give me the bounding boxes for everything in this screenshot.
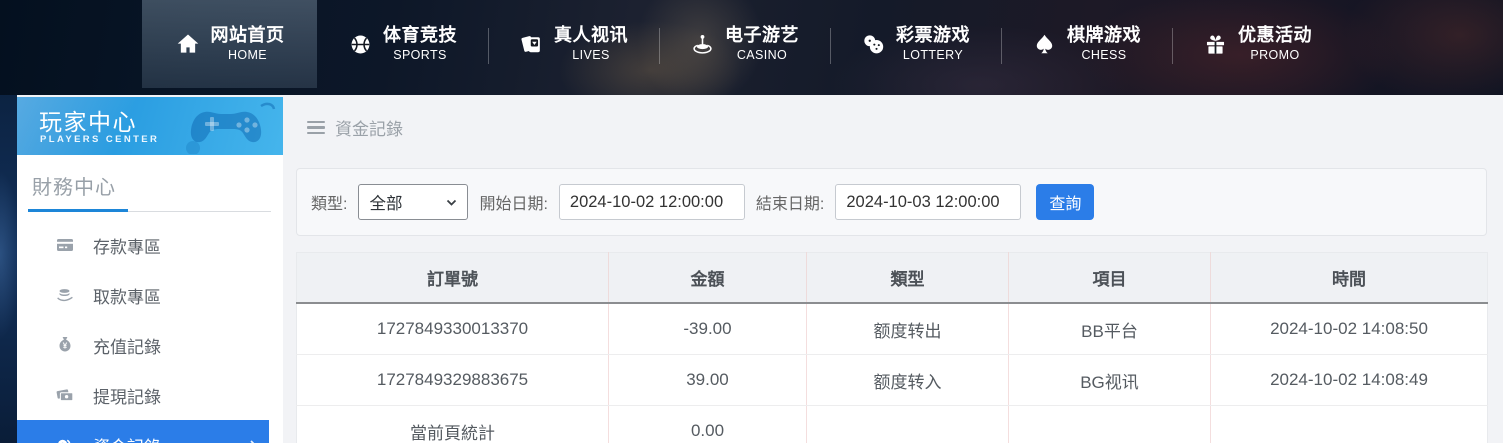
- lottery-balls-icon: [861, 32, 886, 57]
- gift-icon: [1203, 32, 1228, 57]
- type-select[interactable]: 全部: [358, 184, 469, 220]
- sidebar-section-title: 財務中心: [32, 177, 116, 199]
- start-date-label: 開始日期:: [479, 196, 548, 213]
- table-cell: [1210, 405, 1488, 443]
- end-date-input[interactable]: [835, 184, 1022, 220]
- table-cell: 39.00: [608, 354, 807, 406]
- table-cell: 2024-10-02 14:08:49: [1210, 354, 1488, 406]
- sidebar-subtitle: PLAYERS CENTER: [40, 134, 160, 145]
- sidebar-item-label: 提現記錄: [93, 387, 161, 407]
- nav-item-subtitle: LOTTERY: [902, 47, 964, 62]
- search-button[interactable]: 查詢: [1036, 184, 1095, 220]
- nav-item-title: 优惠活动: [1238, 25, 1312, 46]
- sidebar-item-recharge-record[interactable]: ¥ 充值記錄: [17, 320, 283, 370]
- records-table: 訂單號 金額 類型 項目 時間 1727849330013370 -39.00 额度转出 BB…: [296, 252, 1488, 443]
- nav-item-lives[interactable]: 真人视讯 LIVES: [488, 0, 659, 88]
- column-header: 類型: [806, 252, 1009, 304]
- chevron-right-icon: [250, 440, 255, 443]
- wallet-icon: [55, 385, 75, 405]
- breadcrumb-bar: 資金記錄: [307, 115, 403, 140]
- moneybag-icon: ¥: [55, 335, 75, 355]
- table-row: 1727849330013370 -39.00 额度转出 BB平台 2024-10-02…: [296, 303, 1488, 355]
- spade-icon: [1032, 32, 1057, 57]
- left-background: [0, 95, 17, 443]
- type-label: 類型:: [311, 196, 348, 213]
- svg-text:¥: ¥: [63, 342, 68, 351]
- top-nav: 网站首页 HOME 体育竞技 SPORTS 真人视讯 LIVES 电子游艺 CA…: [0, 0, 1503, 95]
- column-header: 項目: [1008, 252, 1211, 304]
- column-header: 金額: [608, 252, 807, 304]
- roulette-icon: [690, 32, 715, 57]
- nav-item-subtitle: SPORTS: [393, 47, 447, 62]
- nav-item-subtitle: HOME: [227, 47, 268, 62]
- home-icon: [175, 31, 201, 57]
- nav-item-title: 网站首页: [210, 25, 285, 46]
- table-cell: 额度转出: [806, 303, 1009, 355]
- nav-item-title: 真人视讯: [554, 25, 628, 46]
- nav-item-casino[interactable]: 电子游艺 CASINO: [659, 0, 830, 88]
- nav-item-title: 棋牌游戏: [1067, 25, 1141, 46]
- sidebar-item-withdraw-record[interactable]: 提現記錄: [17, 370, 283, 420]
- cards-icon: [519, 32, 544, 57]
- sidebar-item-label: 取款專區: [93, 287, 161, 307]
- column-header: 訂單號: [296, 252, 609, 304]
- table-cell: 2024-10-02 14:08:50: [1210, 303, 1488, 355]
- top-nav-items: 网站首页 HOME 体育竞技 SPORTS 真人视讯 LIVES 电子游艺 CA…: [142, 0, 1343, 95]
- type-select-value: 全部: [369, 195, 403, 213]
- sidebar-header: 玩家中心 PLAYERS CENTER: [17, 97, 283, 155]
- section-underline: [28, 208, 271, 212]
- end-date-label: 結束日期:: [755, 196, 825, 213]
- nav-item-subtitle: PROMO: [1250, 47, 1300, 62]
- sidebar-item-withdraw-zone[interactable]: 取款專區: [17, 270, 283, 320]
- breadcrumb: 資金記錄: [335, 120, 403, 139]
- start-date-input[interactable]: [558, 184, 745, 220]
- table-row: 當前頁統計 0.00: [296, 405, 1488, 443]
- funds-icon: [55, 435, 75, 443]
- sidebar-item-label: 充值記錄: [93, 337, 161, 357]
- nav-item-home[interactable]: 网站首页 HOME: [142, 0, 317, 88]
- table-cell: BB平台: [1008, 303, 1211, 355]
- nav-item-subtitle: LIVES: [572, 47, 610, 62]
- basketball-icon: [348, 32, 373, 57]
- sidebar-item-label: 資金記錄: [93, 433, 161, 443]
- sidebar-item-deposit-zone[interactable]: 存款專區: [17, 220, 283, 270]
- nav-item-lottery[interactable]: 彩票游戏 LOTTERY: [830, 0, 1001, 88]
- table-row: 1727849329883675 39.00 额度转入 BG视讯 2024-10-02 …: [296, 354, 1488, 406]
- deposit-card-icon: [55, 235, 75, 255]
- table-header-row: 訂單號 金額 類型 項目 時間: [296, 252, 1488, 304]
- nav-item-subtitle: CASINO: [736, 47, 788, 62]
- nav-item-sports[interactable]: 体育竞技 SPORTS: [317, 0, 488, 88]
- table-cell: 0.00: [608, 405, 807, 443]
- nav-item-title: 彩票游戏: [896, 25, 970, 46]
- chevron-down-icon: [447, 199, 457, 206]
- sidebar-item-funds-record[interactable]: 資金記錄: [17, 420, 269, 443]
- nav-item-title: 体育竞技: [383, 25, 457, 46]
- table-cell: 额度转入: [806, 354, 1009, 406]
- nav-item-promo[interactable]: 优惠活动 PROMO: [1172, 0, 1343, 88]
- filter-bar: 類型: 全部 開始日期: 結束日期: 查詢: [296, 168, 1487, 236]
- table-cell: -39.00: [608, 303, 807, 355]
- sidebar-title: 玩家中心: [39, 109, 137, 135]
- gamepad-icon: [186, 102, 276, 154]
- table-cell: 當前頁統計: [296, 405, 609, 443]
- column-header: 時間: [1210, 252, 1488, 304]
- table-cell: 1727849330013370: [296, 303, 609, 355]
- table-cell: [806, 405, 1009, 443]
- nav-item-subtitle: CHESS: [1081, 47, 1127, 62]
- table-cell: [1008, 405, 1211, 443]
- withdraw-hand-icon: [55, 285, 75, 305]
- nav-item-chess[interactable]: 棋牌游戏 CHESS: [1001, 0, 1172, 88]
- menu-toggle-icon[interactable]: [307, 120, 325, 135]
- sidebar-item-label: 存款專區: [93, 237, 161, 257]
- sidebar-menu: 存款專區 取款專區 ¥ 充值記錄 提現記錄 資金記錄: [17, 220, 283, 443]
- sidebar: 玩家中心 PLAYERS CENTER 財務中心 存款專區 取款專區 ¥ 充值記…: [17, 97, 283, 443]
- table-cell: 1727849329883675: [296, 354, 609, 406]
- nav-item-title: 电子游艺: [725, 25, 799, 46]
- table-cell: BG视讯: [1008, 354, 1211, 406]
